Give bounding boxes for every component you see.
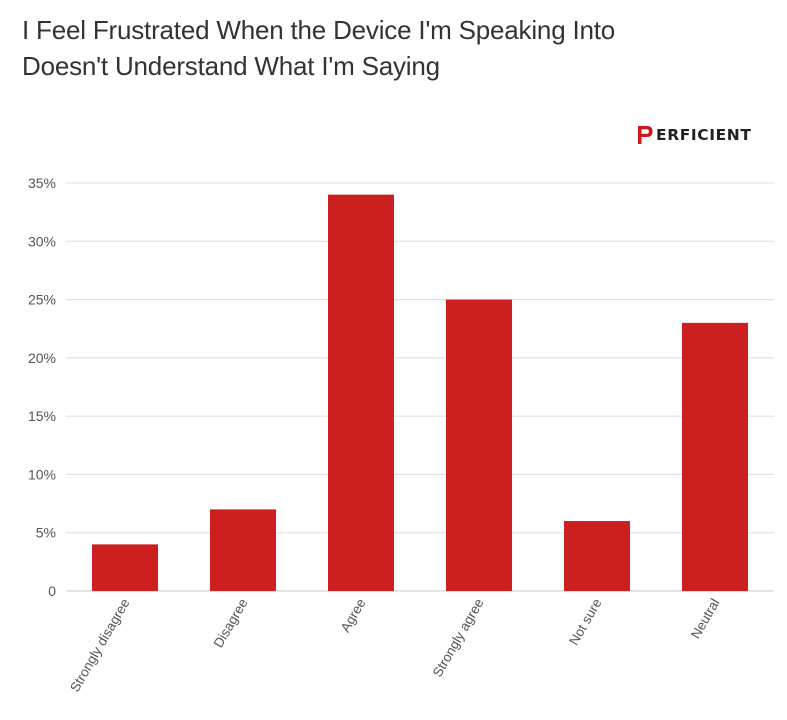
y-tick-label: 25%: [28, 292, 56, 308]
y-tick-label: 5%: [36, 525, 56, 541]
y-tick-label: 15%: [28, 408, 56, 424]
x-tick-label: Strongly agree: [430, 596, 487, 680]
perficient-logo-mark: [638, 126, 653, 144]
bar: [564, 521, 630, 591]
x-tick-label: Neutral: [688, 596, 723, 641]
perficient-logo: PERFICIENT: [636, 124, 752, 146]
y-tick-label: 20%: [28, 350, 56, 366]
bar: [682, 322, 748, 591]
x-axis-tick-labels: Strongly disagree Disagree Agree Strongly a…: [67, 596, 723, 694]
bar: [210, 509, 276, 591]
chart-title: I Feel Frustrated When the Device I'm Sp…: [22, 12, 615, 84]
y-axis-tick-labels: 0 5% 10% 15% 20% 25% 30% 35%: [28, 175, 56, 599]
bars: [92, 194, 748, 591]
x-tick-label: Not sure: [566, 596, 605, 648]
y-tick-label: 10%: [28, 466, 56, 482]
chart-title-line-1: I Feel Frustrated When the Device I'm Sp…: [22, 15, 616, 45]
y-tick-label: 30%: [28, 233, 56, 249]
logo-wordmark: ERFICIENT: [656, 126, 752, 144]
perficient-logo-text: PERFICIENT: [656, 125, 752, 145]
gridlines: [66, 182, 774, 592]
x-tick-label: Strongly disagree: [67, 596, 133, 694]
bar: [92, 544, 158, 591]
y-tick-label: 0: [48, 583, 56, 599]
y-tick-label: 35%: [28, 175, 56, 191]
x-tick-label: Agree: [338, 596, 369, 635]
chart-title-line-2: Doesn't Understand What I'm Saying: [22, 51, 440, 81]
bar: [328, 194, 394, 591]
x-tick-label: Disagree: [211, 596, 251, 650]
bar: [446, 299, 512, 591]
